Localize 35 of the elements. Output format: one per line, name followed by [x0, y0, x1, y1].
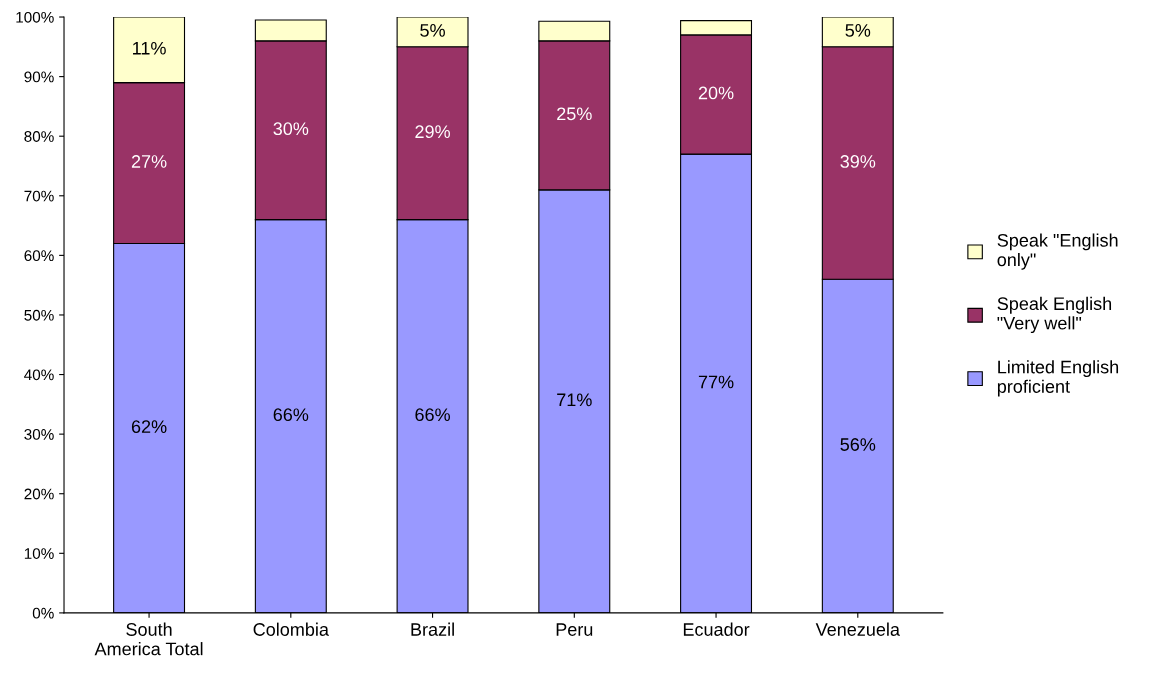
data-label: 66%: [273, 408, 309, 422]
x-tick-label: Colombia: [253, 622, 329, 636]
data-label: 39%: [840, 155, 876, 168]
data-label: 27%: [131, 155, 167, 168]
x-tick-label: Peru: [556, 623, 593, 636]
y-tick-label: 0%: [32, 607, 54, 619]
data-label: 62%: [131, 420, 167, 434]
y-tick-label: 40%: [24, 369, 54, 381]
data-label: 71%: [557, 393, 592, 407]
y-tick-label: 80%: [24, 131, 54, 142]
y-tick-label: 30%: [24, 429, 54, 440]
x-tick-label: Ecuador: [683, 622, 750, 636]
legend-label: Speak "English only": [997, 233, 1118, 270]
y-tick-label: 70%: [24, 190, 54, 202]
data-label: 30%: [273, 122, 309, 136]
x-tick-label: Venezuela: [815, 622, 900, 636]
data-label: 77%: [698, 375, 734, 389]
data-label: 5%: [845, 24, 871, 37]
y-tick-label: 100%: [16, 11, 54, 23]
x-tick-label: South America Total: [94, 622, 203, 656]
data-label: 56%: [840, 438, 876, 451]
y-tick-label: 90%: [24, 71, 54, 83]
y-tick-label: 50%: [24, 309, 54, 321]
y-tick-label: 60%: [24, 250, 54, 262]
legend-label: Speak English "Very well": [997, 296, 1112, 334]
x-tick-label: Brazil: [411, 622, 454, 636]
data-label: 5%: [420, 24, 445, 37]
data-label: 29%: [415, 125, 450, 139]
data-label: 11%: [133, 41, 166, 55]
y-tick-label: 20%: [24, 488, 54, 500]
y-tick-label: 10%: [24, 548, 54, 559]
data-label: 66%: [415, 408, 450, 422]
data-label: 20%: [698, 86, 734, 100]
legend-label: Limited English proficient: [997, 360, 1119, 397]
data-label: 25%: [557, 107, 592, 121]
